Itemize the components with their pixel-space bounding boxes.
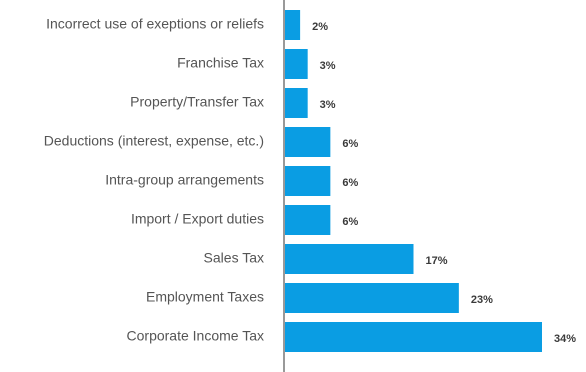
category-label-8: Corporate Income Tax xyxy=(127,328,264,344)
bar-1 xyxy=(285,49,308,79)
category-label-7: Employment Taxes xyxy=(146,289,264,305)
category-label-0: Incorrect use of exeptions or reliefs xyxy=(46,16,264,32)
value-label-6: 17% xyxy=(426,255,448,267)
value-label-7: 23% xyxy=(471,294,493,306)
category-label-3: Deductions (interest, expense, etc.) xyxy=(44,133,264,149)
bar-0 xyxy=(285,10,301,40)
bar-6 xyxy=(285,244,414,274)
bar-5 xyxy=(285,205,331,235)
category-label-2: Property/Transfer Tax xyxy=(130,94,264,110)
bar-2 xyxy=(285,88,308,118)
category-label-1: Franchise Tax xyxy=(177,55,264,71)
value-label-3: 6% xyxy=(342,138,358,150)
category-label-4: Intra-group arrangements xyxy=(105,172,264,188)
value-label-8: 34% xyxy=(554,333,576,345)
value-label-1: 3% xyxy=(320,60,336,72)
bar-4 xyxy=(285,166,331,196)
value-label-5: 6% xyxy=(342,216,358,228)
bar-7 xyxy=(285,283,459,313)
category-label-6: Sales Tax xyxy=(204,250,264,266)
value-label-2: 3% xyxy=(320,99,336,111)
value-label-4: 6% xyxy=(342,177,358,189)
value-label-0: 2% xyxy=(312,21,328,33)
category-label-5: Import / Export duties xyxy=(131,211,264,227)
bar-3 xyxy=(285,127,331,157)
bar-8 xyxy=(285,322,542,352)
